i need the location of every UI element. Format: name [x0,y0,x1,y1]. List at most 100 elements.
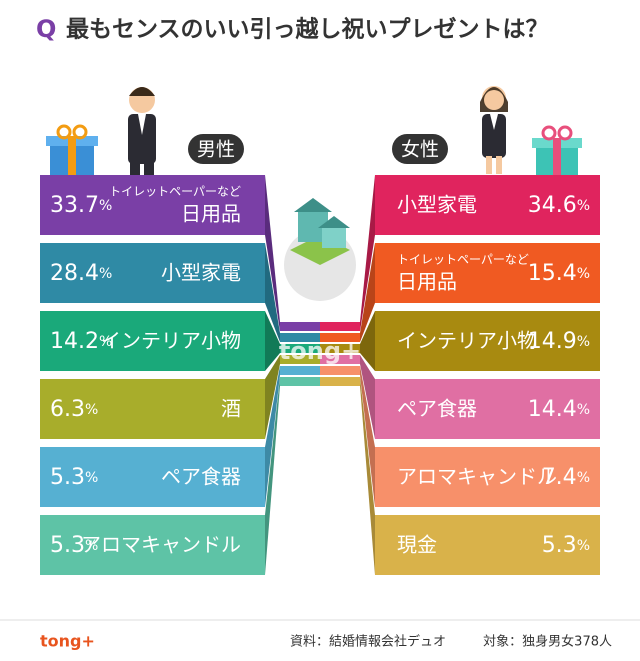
row-bar [40,175,265,235]
label: 現金 [397,533,437,557]
label: インテリア小物 [101,329,241,353]
value: 5.3% [50,465,98,490]
label: アロマキャンドル [397,465,557,489]
value: 33.7% [50,193,112,218]
source: 資料：結婚情報会社デュオ [290,634,446,650]
value-unit: % [99,334,112,350]
label-note: トイレットペーパーなど [397,253,529,267]
value-number: 5.3 [50,465,85,490]
center-stripe [280,366,320,375]
value-unit: % [85,402,98,418]
center-stripe [320,322,360,331]
value: 6.3% [50,397,98,422]
heading-male-text: 男性 [197,139,235,161]
label: 日用品 [397,270,457,294]
connector [360,355,375,439]
gift-right [532,125,582,178]
value-unit: % [85,470,98,486]
value-unit: % [577,198,590,214]
row-bar [375,379,600,439]
row-bar [375,243,600,303]
house-icon [284,198,356,301]
value: 14.4% [528,397,590,422]
value: 7.4% [542,465,590,490]
man-icon [128,87,156,176]
value-unit: % [99,266,112,282]
value-number: 28.4 [50,261,99,286]
label: 小型家電 [397,193,477,217]
value-number: 7.4 [542,465,577,490]
connector [265,355,280,439]
label: インテリア小物 [397,329,537,353]
value-unit: % [577,538,590,554]
value-unit: % [85,538,98,554]
center-stripe [280,344,320,353]
row-bar [40,243,265,303]
center-stripe [280,333,320,342]
value: 14.9% [528,329,590,354]
center-stripe [320,344,360,353]
value-unit: % [99,198,112,214]
value: 14.2% [50,329,112,354]
value-number: 33.7 [50,193,99,218]
connector [360,175,375,331]
center-stripe [320,333,360,342]
heading-female-text: 女性 [401,139,439,161]
row-bar [375,447,600,507]
row-bar [375,311,600,371]
title: 最もセンスのいい引っ越し祝いプレゼントは？ [66,16,549,43]
label: アロマキャンドル [81,533,241,557]
value: 34.6% [528,193,590,218]
value-unit: % [577,266,590,282]
center-stripe [320,355,360,364]
value-number: 6.3 [50,397,85,422]
connector [265,311,280,371]
connector [265,366,280,507]
value: 15.4% [528,261,590,286]
connector [265,377,280,575]
row-bar [40,311,265,371]
value-unit: % [577,334,590,350]
title-mark: Q [36,15,56,43]
row-bar [40,379,265,439]
value-number: 14.2 [50,329,99,354]
connector [360,366,375,507]
label: ペア食器 [397,397,477,421]
center-stripe [280,355,320,364]
connector [360,243,375,342]
heading-male: 男性 [188,134,244,164]
gift-left [46,124,98,178]
center-stripe [320,377,360,386]
label: ペア食器 [161,465,241,489]
value-number: 14.9 [528,329,577,354]
connector [265,175,280,331]
value-unit: % [577,470,590,486]
row-bar [375,515,600,575]
value-number: 15.4 [528,261,577,286]
watermark: tong+ [279,337,361,365]
center-stripe [320,366,360,375]
woman-icon [480,86,508,174]
logo: tong+ [40,632,95,651]
row-bar [375,175,600,235]
value-number: 5.3 [542,533,577,558]
center-stripe [280,377,320,386]
value-number: 34.6 [528,193,577,218]
center-stripe [280,322,320,331]
label: 日用品 [181,202,241,226]
value-unit: % [577,402,590,418]
row-bar [40,447,265,507]
target: 対象：独身男女378人 [483,634,612,650]
label: 小型家電 [161,261,241,285]
connector [360,311,375,371]
label-note: トイレットペーパーなど [109,185,241,199]
heading-female: 女性 [392,134,448,164]
value: 5.3% [542,533,590,558]
value: 28.4% [50,261,112,286]
row-bar [40,515,265,575]
value: 5.3% [50,533,98,558]
value-number: 5.3 [50,533,85,558]
label: 酒 [221,397,241,421]
value-number: 14.4 [528,397,577,422]
